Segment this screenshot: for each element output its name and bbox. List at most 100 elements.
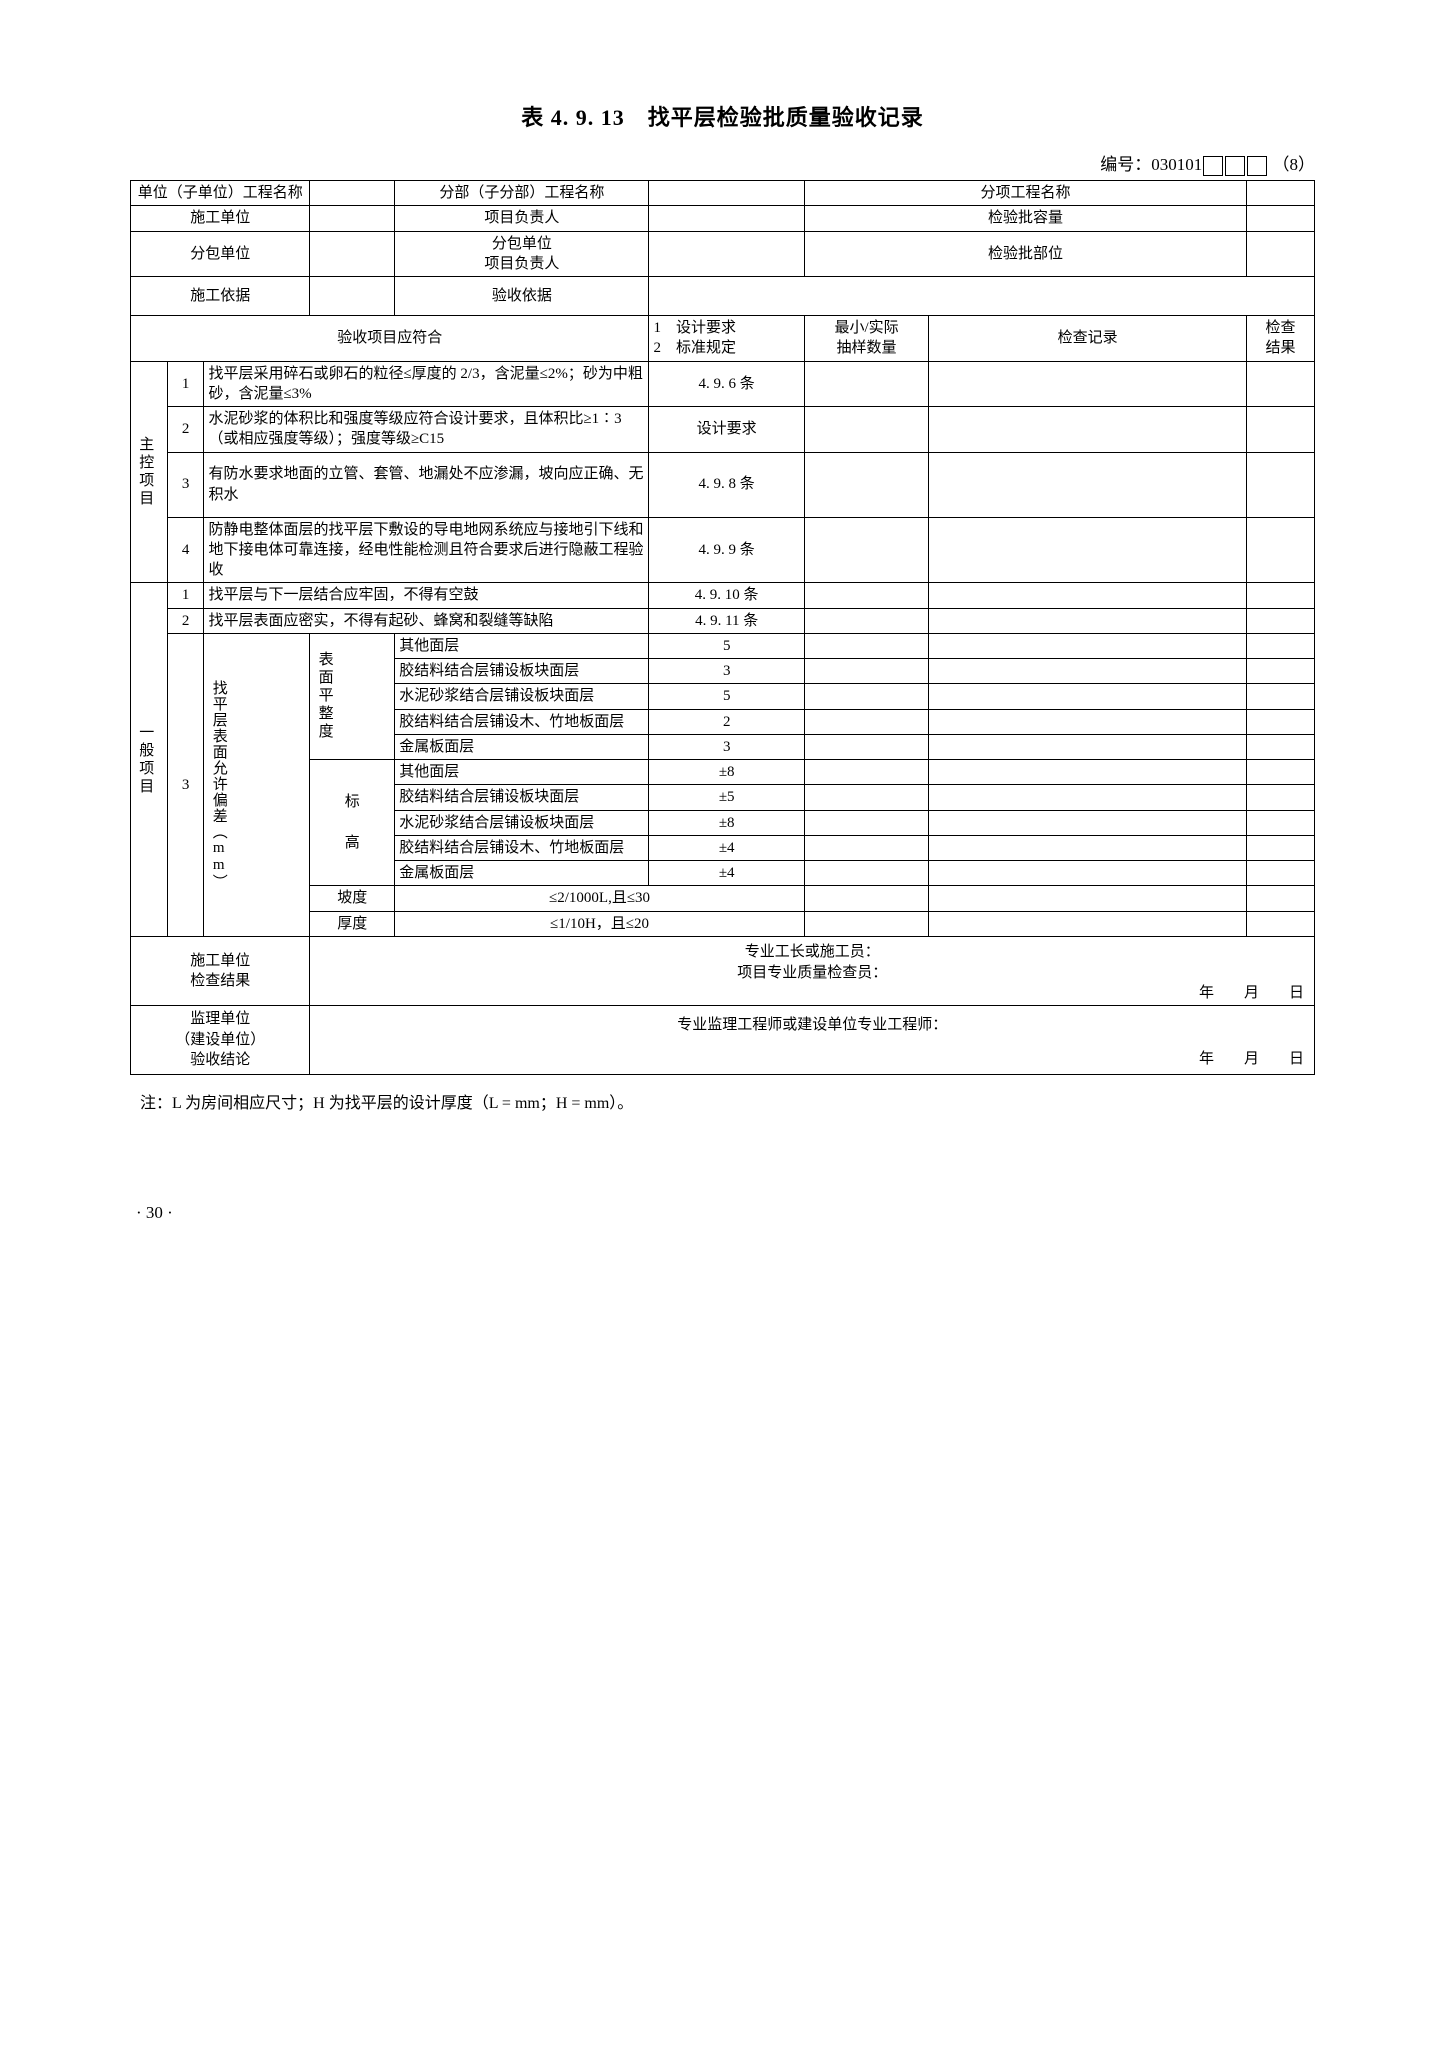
blank-cell <box>1247 407 1315 453</box>
page-title: 表 4. 9. 13 找平层检验批质量验收记录 <box>130 100 1315 132</box>
footer-line3: 专业监理工程师或建设单位专业工程师： <box>677 1017 947 1033</box>
row-text: 找平层采用碎石或卵石的粒径≤厚度的 2/3，含泥量≤2%；砂为中粗砂，含泥量≤3… <box>204 361 649 407</box>
footer-line2: 项目专业质量检查员： <box>737 965 887 981</box>
blank-cell <box>649 277 1315 316</box>
hdr-construction-unit: 施工单位 <box>131 206 310 231</box>
blank-cell <box>1247 608 1315 633</box>
blank-cell <box>804 709 928 734</box>
blank-cell <box>804 734 928 759</box>
g3-elev-name: 其他面层 <box>395 760 649 785</box>
blank-cell <box>804 659 928 684</box>
blank-cell <box>1247 835 1315 860</box>
blank-cell <box>649 206 804 231</box>
col-result: 检查 结果 <box>1247 316 1315 362</box>
blank-cell <box>1247 861 1315 886</box>
blank-cell <box>804 407 928 453</box>
g3-elev-name: 水泥砂浆结合层铺设板块面层 <box>395 810 649 835</box>
blank-cell <box>929 911 1247 936</box>
hdr-unit-name: 单位（子单位）工程名称 <box>131 181 310 206</box>
g3-flat-val: 3 <box>649 734 804 759</box>
blank-cell <box>929 608 1247 633</box>
row-ref: 4. 9. 10 条 <box>649 583 804 608</box>
blank-cell <box>1247 361 1315 407</box>
g3-thick-label: 厚度 <box>310 911 395 936</box>
blank-cell <box>804 760 928 785</box>
serial-suffix: （8） <box>1273 155 1316 174</box>
blank-cell <box>804 886 928 911</box>
inspection-table: 单位（子单位）工程名称 分部（子分部）工程名称 分项工程名称 施工单位 项目负责… <box>130 180 1315 1075</box>
blank-cell <box>649 181 804 206</box>
g3-flat-val: 5 <box>649 633 804 658</box>
blank-cell <box>929 517 1247 583</box>
g3-elev-val: ±4 <box>649 835 804 860</box>
blank-cell <box>1247 886 1315 911</box>
blank-cell <box>929 835 1247 860</box>
hdr-batch-capacity: 检验批容量 <box>804 206 1246 231</box>
g3-elev-name: 胶结料结合层铺设木、竹地板面层 <box>395 835 649 860</box>
blank-cell <box>804 608 928 633</box>
g3-elev-val: ±8 <box>649 760 804 785</box>
blank-cell <box>929 407 1247 453</box>
blank-cell <box>310 277 395 316</box>
g3-elev-val: ±8 <box>649 810 804 835</box>
row-ref: 4. 9. 11 条 <box>649 608 804 633</box>
blank-cell <box>649 231 804 277</box>
g3-elev-val: ±4 <box>649 861 804 886</box>
footer-date: 年 月 日 <box>310 983 1314 1003</box>
row-ref: 4. 9. 6 条 <box>649 361 804 407</box>
blank-cell <box>804 810 928 835</box>
blank-cell <box>929 633 1247 658</box>
blank-cell <box>310 231 395 277</box>
blank-cell <box>310 206 395 231</box>
footer-date: 年 月 日 <box>310 1049 1314 1069</box>
blank-cell <box>1247 452 1315 517</box>
group-general: 一般项目 <box>131 583 168 937</box>
blank-cell <box>1247 911 1315 936</box>
blank-cell <box>804 517 928 583</box>
blank-cell <box>1247 810 1315 835</box>
hdr-construction-basis: 施工依据 <box>131 277 310 316</box>
hdr-item-name: 分项工程名称 <box>804 181 1246 206</box>
blank-cell <box>1247 760 1315 785</box>
blank-cell <box>929 709 1247 734</box>
blank-cell <box>804 361 928 407</box>
blank-cell <box>929 684 1247 709</box>
serial-box <box>1247 156 1267 176</box>
g3-flat-val: 5 <box>649 684 804 709</box>
g3-flat-val: 3 <box>649 659 804 684</box>
g3-flat-name: 胶结料结合层铺设板块面层 <box>395 659 649 684</box>
blank-cell <box>1247 659 1315 684</box>
blank-cell <box>804 911 928 936</box>
blank-cell <box>929 361 1247 407</box>
blank-cell <box>929 659 1247 684</box>
blank-cell <box>929 583 1247 608</box>
blank-cell <box>929 861 1247 886</box>
hdr-subpart-name: 分部（子分部）工程名称 <box>395 181 649 206</box>
footer-jl-content: 专业监理工程师或建设单位专业工程师： 年 月 日 <box>310 1005 1315 1074</box>
serial-number: 编号：030101 （8） <box>130 150 1315 176</box>
row-num: 1 <box>167 583 204 608</box>
blank-cell <box>929 734 1247 759</box>
row-text: 水泥砂浆的体积比和强度等级应符合设计要求，且体积比≥1∶3（或相应强度等级）；强… <box>204 407 649 453</box>
g3-flat-name: 胶结料结合层铺设木、竹地板面层 <box>395 709 649 734</box>
footer-sg-content: 专业工长或施工员： 项目专业质量检查员： 年 月 日 <box>310 936 1315 1005</box>
row-ref: 4. 9. 8 条 <box>649 452 804 517</box>
hdr-project-leader: 项目负责人 <box>395 206 649 231</box>
row-ref: 4. 9. 9 条 <box>649 517 804 583</box>
g3-flat-name: 金属板面层 <box>395 734 649 759</box>
blank-cell <box>804 633 928 658</box>
blank-cell <box>1247 785 1315 810</box>
hdr-subcontract-leader: 分包单位 项目负责人 <box>395 231 649 277</box>
blank-cell <box>1247 517 1315 583</box>
hdr-subcontract-unit: 分包单位 <box>131 231 310 277</box>
blank-cell <box>929 886 1247 911</box>
serial-box <box>1225 156 1245 176</box>
row-num: 3 <box>167 633 204 936</box>
blank-cell <box>804 583 928 608</box>
blank-cell <box>929 785 1247 810</box>
row-text: 防静电整体面层的找平层下敷设的导电地网系统应与接地引下线和地下接电体可靠连接，经… <box>204 517 649 583</box>
footer-sg-label: 施工单位 检查结果 <box>131 936 310 1005</box>
row-num: 3 <box>167 452 204 517</box>
row-text: 找平层与下一层结合应牢固，不得有空鼓 <box>204 583 649 608</box>
g3-flat-label: 表面平整度 <box>310 633 395 759</box>
